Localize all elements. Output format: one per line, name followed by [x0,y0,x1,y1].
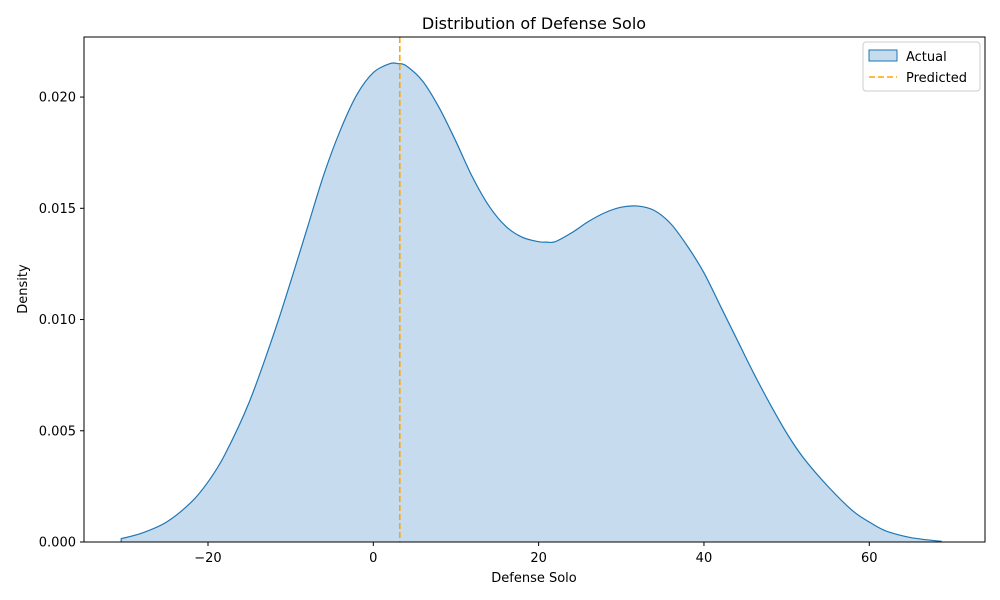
x-tick-label: 20 [530,551,547,566]
density-area-fill [121,62,942,543]
legend: Actual Predicted [862,41,981,92]
legend-actual-swatch [868,49,898,62]
y-tick-label: 0.015 [39,202,76,217]
x-tick-label: 0 [369,551,377,566]
plot-area [83,36,986,543]
legend-predicted-label: Predicted [906,71,967,86]
x-tick-label: 60 [861,551,878,566]
plot-frame [83,36,986,543]
chart-title: Distribution of Defense Solo [422,14,646,33]
x-tick-label: −20 [194,551,221,566]
x-tick-label: 40 [696,551,713,566]
y-tick-label: 0.005 [39,424,76,439]
legend-actual-label: Actual [906,50,947,65]
x-axis-label: Defense Solo [491,571,577,586]
y-axis: 0.000 0.005 0.010 0.015 0.020 [39,91,84,551]
y-axis-label: Density [16,264,31,314]
density-curve [120,62,942,542]
y-tick-label: 0.010 [39,313,76,328]
y-tick-label: 0.020 [39,91,76,106]
x-axis: −20 0 20 40 60 [194,542,878,566]
y-tick-label: 0.000 [39,536,76,551]
